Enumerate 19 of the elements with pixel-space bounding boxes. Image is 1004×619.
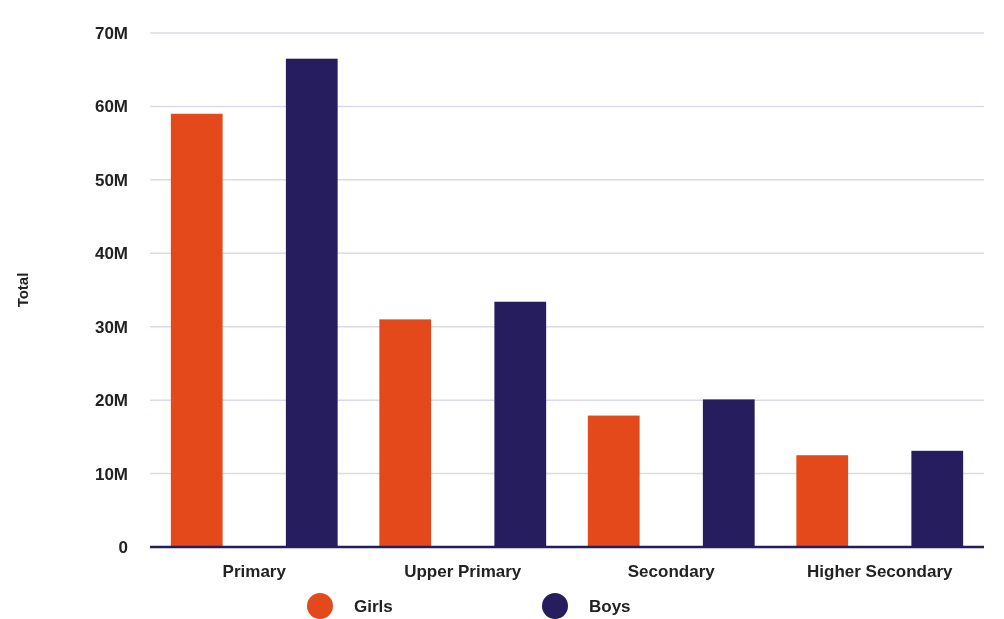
- bar: [170, 113, 223, 547]
- y-tick-label: 20M: [94, 391, 128, 411]
- bar: [796, 455, 849, 547]
- bar: [587, 415, 640, 547]
- y-tick-label: 10M: [94, 464, 128, 484]
- y-tick-label: 0: [118, 537, 128, 557]
- bar: [379, 319, 432, 547]
- y-axis-title: Total: [14, 272, 31, 308]
- y-tick-label: 40M: [94, 244, 128, 264]
- x-tick-label: Upper Primary: [404, 562, 522, 582]
- y-tick-label: 60M: [94, 97, 128, 117]
- y-tick-label: 70M: [94, 23, 128, 43]
- y-tick-label: 30M: [94, 317, 128, 337]
- legend-label: Girls: [354, 597, 393, 616]
- y-tick-label: 50M: [94, 170, 128, 190]
- legend-label: Boys: [589, 597, 631, 616]
- x-tick-label: Secondary: [627, 562, 716, 582]
- x-tick-label: Higher Secondary: [807, 562, 954, 582]
- x-tick-label: Primary: [222, 562, 287, 582]
